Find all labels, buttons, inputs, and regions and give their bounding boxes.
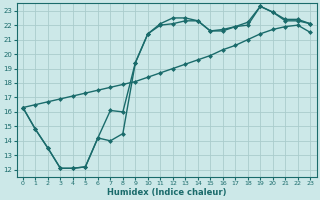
- X-axis label: Humidex (Indice chaleur): Humidex (Indice chaleur): [107, 188, 226, 197]
